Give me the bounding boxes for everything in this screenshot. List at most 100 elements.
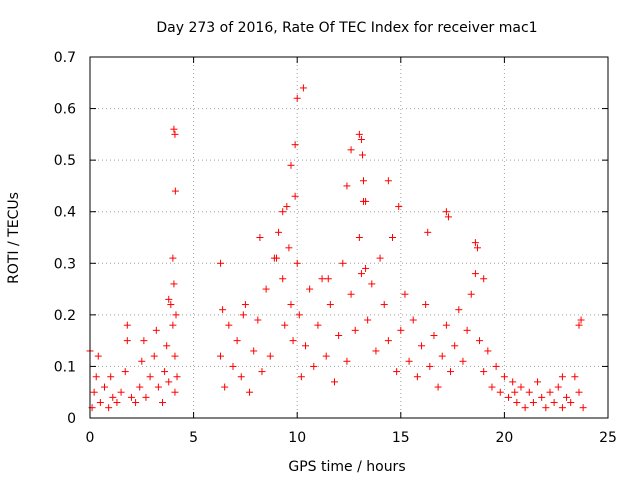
data-point — [500, 373, 508, 381]
data-point — [161, 368, 169, 376]
data-point — [254, 316, 262, 324]
data-point — [289, 337, 297, 345]
data-point — [258, 368, 266, 376]
y-tick-label: 0.3 — [54, 256, 76, 272]
data-point — [229, 362, 237, 370]
data-point — [293, 94, 301, 102]
data-point — [123, 321, 131, 329]
data-point — [217, 259, 225, 267]
data-point — [283, 203, 291, 211]
data-point — [362, 197, 370, 205]
data-point — [159, 399, 167, 407]
data-point — [473, 244, 481, 252]
data-point — [496, 388, 504, 396]
data-point — [165, 378, 173, 386]
data-point — [492, 362, 500, 370]
y-axis-label: ROTI / TECUs — [6, 192, 22, 284]
data-point — [322, 352, 330, 360]
data-point — [256, 234, 264, 241]
data-point — [397, 326, 405, 334]
data-point — [389, 234, 397, 241]
data-point — [136, 383, 144, 391]
data-point — [372, 347, 380, 355]
data-point — [571, 373, 579, 381]
data-point — [237, 373, 245, 381]
data-point — [109, 393, 117, 401]
data-point — [521, 404, 529, 412]
data-point — [324, 275, 332, 283]
data-point — [233, 337, 241, 345]
data-point — [127, 393, 135, 401]
data-point — [451, 342, 459, 350]
x-tick-label: 5 — [189, 430, 198, 446]
data-point — [463, 326, 471, 334]
data-point — [357, 136, 365, 144]
data-point — [357, 270, 365, 278]
data-point — [140, 337, 148, 345]
data-point — [362, 264, 370, 272]
data-point — [358, 151, 366, 159]
data-point — [217, 352, 225, 360]
x-tick-label: 15 — [392, 430, 410, 446]
data-point — [471, 270, 479, 278]
data-point — [511, 388, 519, 396]
data-point — [426, 362, 434, 370]
grid-layer — [90, 57, 608, 418]
data-point — [266, 352, 274, 360]
data-point — [442, 321, 450, 329]
data-point — [314, 321, 322, 329]
data-point — [154, 383, 162, 391]
data-point — [575, 388, 583, 396]
data-points — [86, 84, 587, 412]
plot-frame — [89, 56, 609, 419]
y-tick-label: 0 — [67, 411, 76, 427]
data-point — [246, 388, 254, 396]
data-point — [558, 373, 566, 381]
data-point — [138, 357, 146, 365]
data-point — [471, 239, 479, 247]
data-point — [123, 337, 131, 345]
data-point — [434, 383, 442, 391]
data-point — [165, 295, 173, 303]
data-point — [150, 352, 158, 360]
data-point — [285, 244, 293, 252]
data-point — [310, 362, 318, 370]
data-point — [430, 331, 438, 339]
data-point — [172, 311, 180, 319]
data-point — [542, 404, 550, 412]
y-tick-label: 0.7 — [54, 50, 76, 66]
data-point — [281, 321, 289, 329]
data-point — [577, 316, 585, 324]
data-point — [326, 301, 334, 309]
data-point — [295, 311, 303, 319]
data-point — [418, 342, 426, 350]
data-point — [121, 368, 129, 376]
data-point — [368, 280, 376, 288]
data-point — [505, 393, 513, 401]
data-point — [563, 393, 571, 401]
data-point — [170, 280, 178, 288]
data-point — [579, 404, 587, 412]
data-point — [442, 208, 450, 216]
data-point — [395, 203, 403, 211]
data-point — [287, 161, 295, 169]
data-point — [380, 301, 388, 309]
data-point — [279, 208, 287, 216]
data-point — [525, 388, 533, 396]
data-point — [171, 187, 179, 195]
data-point — [132, 399, 140, 407]
data-point — [351, 326, 359, 334]
data-point — [343, 357, 351, 365]
data-point — [167, 301, 175, 309]
data-point — [107, 373, 115, 381]
data-point — [94, 352, 102, 360]
data-point — [393, 368, 401, 376]
data-point — [293, 259, 301, 267]
data-point — [347, 146, 355, 154]
data-point — [291, 192, 299, 200]
data-point — [291, 141, 299, 149]
data-point — [241, 301, 249, 309]
x-tick-label: 10 — [288, 430, 306, 446]
data-point — [279, 275, 287, 283]
